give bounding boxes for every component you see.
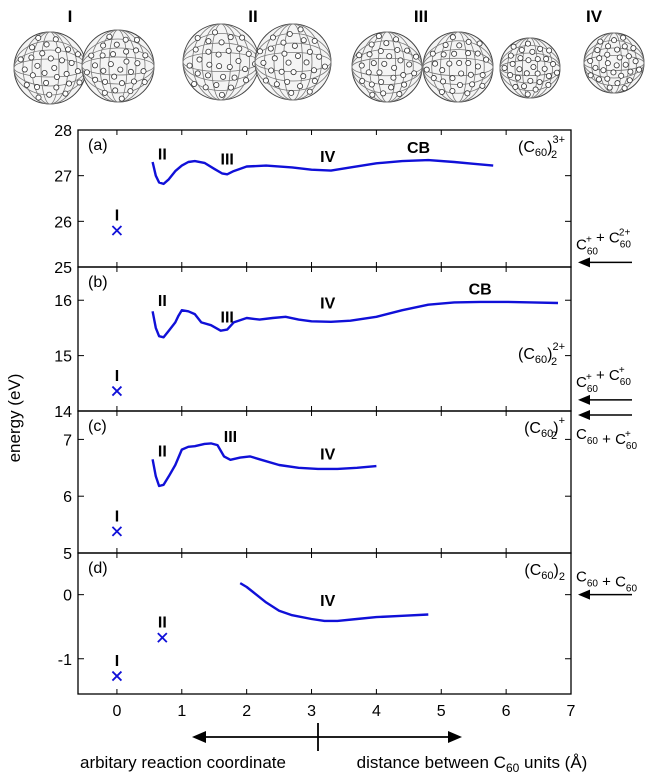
species-label: (C60)2+ 2 xyxy=(518,341,565,368)
structure-annotation: CB xyxy=(469,282,492,299)
x-tick-label: 5 xyxy=(437,703,446,720)
panel-label: (c) xyxy=(88,418,107,435)
structure-annotation: II xyxy=(158,443,167,460)
y-tick-label: 16 xyxy=(54,293,72,310)
x-axis: 0 1 2 3 4 5 6 7 xyxy=(112,703,576,751)
structure-label: II xyxy=(248,7,257,26)
y-tick-label: 14 xyxy=(54,404,72,421)
asymptote-arrow: C60 + C60 xyxy=(576,569,637,600)
x-tick-label: 2 xyxy=(242,703,251,720)
structure-annotation: IV xyxy=(320,296,335,313)
cross-marker xyxy=(111,225,123,236)
structure-annotation: IV xyxy=(320,446,335,463)
cross-marker xyxy=(157,632,168,643)
cross-marker xyxy=(111,385,123,397)
structure-annotation: II xyxy=(158,293,167,310)
structure-label: III xyxy=(414,7,428,26)
structure-annotation: III xyxy=(224,429,237,446)
y-tick-label: 26 xyxy=(54,214,72,231)
asymptote-arrow: C60+ + C60+ xyxy=(576,365,632,405)
panel-label: (b) xyxy=(88,274,108,291)
species-label: (C60)3+ 2 xyxy=(518,134,565,161)
structure-annotation: CB xyxy=(407,140,430,157)
asymptote-label: C60 + C60+ xyxy=(576,426,637,452)
cross-label: I xyxy=(115,368,119,385)
species-label: (C60)2 xyxy=(524,562,565,583)
dimer-structure-1: I xyxy=(13,7,155,105)
molecule-illustrations: I II III IV xyxy=(13,7,645,105)
energy-curve xyxy=(239,582,429,623)
x-tick-label: 6 xyxy=(502,703,511,720)
cross-marker xyxy=(111,670,123,682)
x-caption-right: distance between C60 units (Å) xyxy=(357,753,588,775)
structure-label: IV xyxy=(586,7,603,26)
x-tick-label: 0 xyxy=(112,703,121,720)
y-tick-label: 15 xyxy=(54,349,72,366)
structure-annotation: III xyxy=(221,151,234,168)
y-tick-label: 25 xyxy=(54,260,72,277)
x-tick-label: 7 xyxy=(567,703,576,720)
structure-annotation: IV xyxy=(320,593,335,610)
cross-label: II xyxy=(158,615,167,632)
cross-label: I xyxy=(115,207,119,224)
panel-label: (d) xyxy=(88,560,108,577)
asymptote-arrow: C60+ + C602+ xyxy=(576,227,632,268)
y-axis-label: energy (eV) xyxy=(5,374,24,463)
dimer-structure-2: II xyxy=(182,7,332,101)
y-tick-label: 7 xyxy=(63,432,72,449)
x-axis-captions: arbitary reaction coordinate distance be… xyxy=(80,753,587,775)
panel-frame xyxy=(77,410,572,554)
panel-frame xyxy=(77,266,572,412)
x-tick-label: 1 xyxy=(177,703,186,720)
structure-label: I xyxy=(68,7,73,26)
asymptote-arrow: C60 + C60+ xyxy=(576,409,637,452)
cross-label: I xyxy=(115,508,119,525)
asymptote-label: C60+ + C60+ xyxy=(576,365,631,395)
y-tick-label: 28 xyxy=(54,123,72,140)
y-tick-label: 6 xyxy=(63,489,72,506)
energy-curve xyxy=(151,300,559,339)
x-tick-label: 3 xyxy=(307,703,316,720)
structure-annotation: IV xyxy=(320,149,335,166)
cross-label: I xyxy=(115,653,119,670)
cross-marker xyxy=(111,526,123,537)
species-label: (C60)+ 2 xyxy=(524,415,565,442)
x-tick-label: 4 xyxy=(372,703,381,720)
arrow-left-head xyxy=(192,731,206,743)
asymptote-label: C60 + C60 xyxy=(576,569,637,595)
panel-label: (a) xyxy=(88,137,108,154)
y-tick-label: 0 xyxy=(63,588,72,605)
arrow-right-head xyxy=(448,731,462,743)
dimer-structure-3: III xyxy=(351,7,494,103)
dimer-structure-4: IV xyxy=(499,7,645,99)
energy-curve xyxy=(151,442,377,488)
structure-annotation: III xyxy=(221,309,234,326)
asymptote-label: C60+ + C602+ xyxy=(576,227,631,257)
y-tick-label: -1 xyxy=(58,652,72,669)
panel-frame xyxy=(77,552,572,695)
structure-annotation: II xyxy=(158,147,167,164)
y-tick-label: 5 xyxy=(63,546,72,563)
energy-curve xyxy=(151,158,494,186)
y-tick-label: 27 xyxy=(54,169,72,186)
x-caption-left: arbitary reaction coordinate xyxy=(80,753,286,772)
